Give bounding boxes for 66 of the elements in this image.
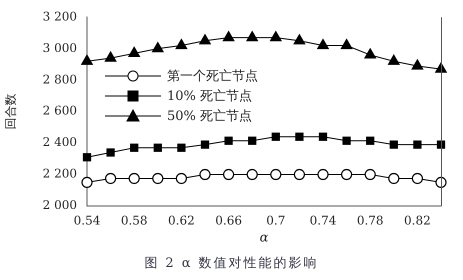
point xyxy=(295,132,304,141)
x-tick-label: 0.78 xyxy=(356,213,384,228)
y-axis-title: 回合数 xyxy=(4,94,18,130)
point xyxy=(152,42,164,52)
point xyxy=(81,54,93,65)
point xyxy=(246,168,258,180)
x-tick-label: 0.58 xyxy=(120,213,148,228)
point xyxy=(106,148,115,157)
point xyxy=(248,136,256,145)
point xyxy=(176,38,188,50)
point xyxy=(177,144,186,152)
point xyxy=(105,172,116,184)
point xyxy=(388,54,400,65)
point xyxy=(272,132,280,141)
point xyxy=(154,144,162,152)
point xyxy=(364,168,376,180)
x-tick-label: 0.62 xyxy=(168,213,195,228)
point xyxy=(270,31,282,42)
point xyxy=(388,172,400,184)
x-tick-label: 0.7 xyxy=(266,213,286,228)
point xyxy=(199,168,211,180)
point xyxy=(318,132,328,141)
point xyxy=(199,34,211,44)
point xyxy=(270,168,282,180)
point xyxy=(364,48,376,59)
legend-label: 第一个死亡节点 xyxy=(167,68,258,85)
x-axis-title: α xyxy=(260,230,269,246)
y-tick-label: 2 000 xyxy=(42,198,77,212)
point xyxy=(390,140,398,149)
y-tick-label: 3 000 xyxy=(42,40,77,55)
point xyxy=(176,172,187,184)
y-tick-label: 3 200 xyxy=(42,9,77,24)
y-tick-label: 2 200 xyxy=(42,166,77,181)
point xyxy=(294,34,306,44)
x-tick-label: 0.74 xyxy=(310,213,337,228)
x-tick-label: 0.82 xyxy=(404,213,431,228)
point xyxy=(340,38,352,50)
point xyxy=(128,172,140,184)
point xyxy=(104,52,116,62)
x-tick-label: 0.66 xyxy=(215,213,242,228)
legend-label: 10% 死亡节点 xyxy=(167,88,252,105)
point xyxy=(222,31,234,42)
point xyxy=(82,153,92,162)
y-tick-label: 2 800 xyxy=(42,72,77,86)
point xyxy=(412,59,424,70)
point xyxy=(294,168,305,180)
point xyxy=(246,31,258,42)
point xyxy=(152,172,164,184)
caption: 图 2 α 数值对性能的影响 xyxy=(143,255,320,272)
point xyxy=(317,38,329,50)
point xyxy=(200,140,210,149)
point xyxy=(366,136,374,145)
point xyxy=(81,176,93,188)
point xyxy=(224,136,233,145)
x-tick-label: 0.54 xyxy=(74,213,101,228)
point xyxy=(130,144,138,152)
legend-label: 50% 死亡节点 xyxy=(167,108,252,125)
y-tick-label: 2 600 xyxy=(42,104,77,118)
point xyxy=(341,168,352,180)
point xyxy=(413,140,422,149)
point xyxy=(342,136,351,145)
point xyxy=(317,168,329,180)
y-tick-label: 2 400 xyxy=(42,135,77,150)
point xyxy=(412,172,423,184)
point xyxy=(128,46,140,57)
point xyxy=(223,168,234,180)
